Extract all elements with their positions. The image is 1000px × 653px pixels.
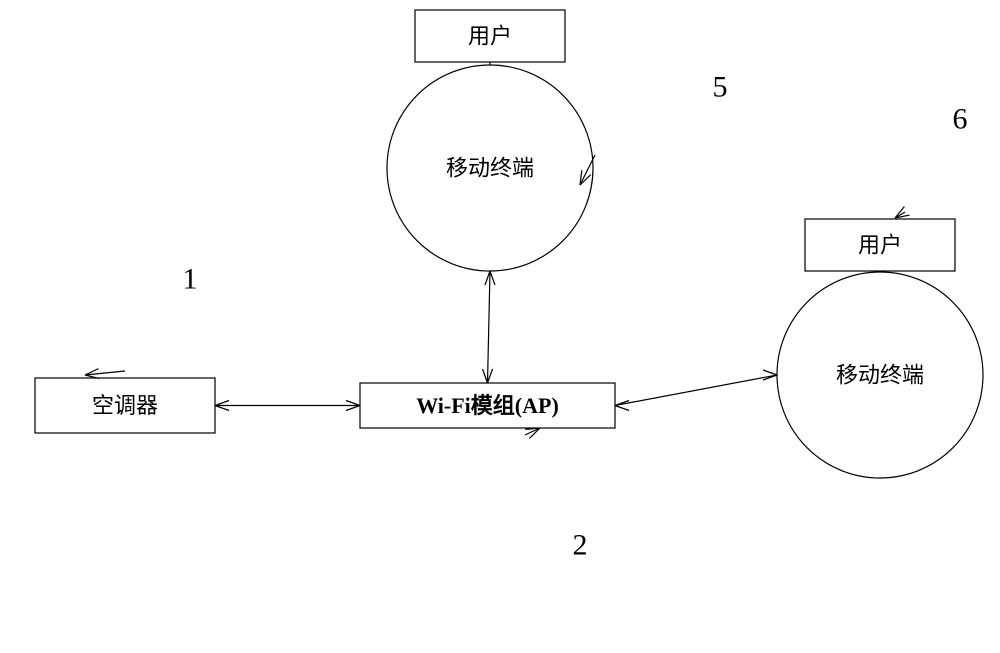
edge-term_t-wifi <box>488 271 491 383</box>
term_r-text: 移动终端 <box>836 363 924 388</box>
edge-wifi-term_r <box>615 375 777 406</box>
callout-2: 2 <box>573 529 588 562</box>
ac-text: 空调器 <box>92 393 158 418</box>
callout-5: 5 <box>713 71 728 104</box>
user_r-text: 用户 <box>858 233 902 258</box>
term_t-text: 移动终端 <box>446 156 534 181</box>
callout-1: 1 <box>183 263 198 296</box>
wifi-text: Wi-Fi模组(AP) <box>416 393 559 418</box>
user_t-text: 用户 <box>468 24 512 49</box>
callout-6: 6 <box>953 103 968 136</box>
